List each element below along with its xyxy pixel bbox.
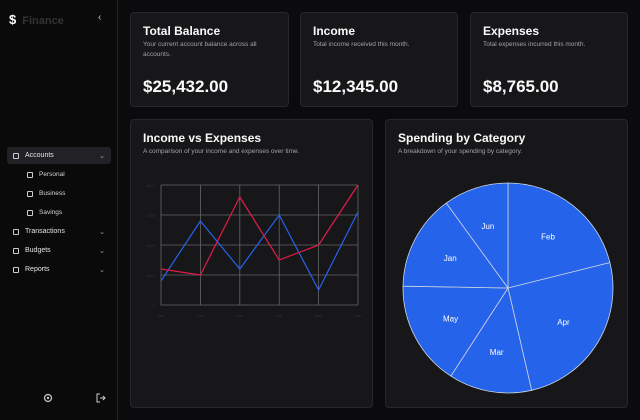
pie-slice bbox=[507, 262, 614, 391]
nav-sublabel: Business bbox=[39, 190, 66, 197]
pie-slice bbox=[450, 286, 533, 394]
pie-slice bbox=[402, 202, 509, 289]
stat-card: Total Balance Your current account balanc… bbox=[130, 12, 289, 107]
x-tick-label: Apr bbox=[276, 313, 283, 318]
chart-card: Spending by Category A breakdown of your … bbox=[385, 119, 628, 408]
pie-label: Jun bbox=[481, 222, 494, 231]
card-description: Your current account balance across all … bbox=[143, 41, 257, 58]
y-tick-label: 2000 bbox=[146, 243, 156, 248]
y-tick-label: 1000 bbox=[146, 273, 156, 278]
nav-item[interactable]: Transactions ⌄ bbox=[7, 223, 111, 240]
nav-sublabel: Personal bbox=[39, 171, 65, 178]
nav-icon bbox=[27, 190, 33, 197]
stat-card: Income Total income received this month. $… bbox=[300, 12, 458, 107]
nav-label: Accounts bbox=[25, 152, 54, 159]
nav-sublabel: Savings bbox=[39, 209, 63, 216]
nav-icon bbox=[13, 247, 19, 254]
settings-icon[interactable] bbox=[43, 393, 53, 403]
nav-item[interactable]: Accounts ⌄ bbox=[7, 147, 111, 164]
pie-label: May bbox=[443, 315, 458, 324]
nav: Accounts ⌄ Personal Business Savings Transact… bbox=[7, 147, 111, 280]
line-series bbox=[160, 184, 359, 276]
chart-title: Spending by Category bbox=[398, 131, 526, 145]
chevron: ⌄ bbox=[99, 228, 105, 236]
pie-slice bbox=[402, 285, 509, 377]
chevron: ⌄ bbox=[99, 247, 105, 255]
nav-item[interactable]: Budgets ⌄ bbox=[7, 242, 111, 259]
nav-subitem[interactable]: Personal bbox=[7, 166, 111, 183]
pie-slice bbox=[445, 182, 509, 290]
x-tick-label: Mar bbox=[236, 313, 244, 318]
stat-card: Expenses Total expenses incurred this mon… bbox=[470, 12, 628, 107]
nav-icon bbox=[27, 209, 33, 216]
chevron: ⌄ bbox=[99, 152, 105, 160]
x-tick-label: May bbox=[315, 313, 323, 318]
card-description: Total expenses incurred this month. bbox=[483, 41, 586, 48]
pie-label: Apr bbox=[557, 318, 570, 327]
pie-label: Mar bbox=[490, 348, 504, 357]
card-title: Total Balance bbox=[143, 24, 221, 38]
nav-subitem[interactable]: Savings bbox=[7, 204, 111, 221]
chart-title: Income vs Expenses bbox=[143, 131, 262, 145]
pie-label: Feb bbox=[541, 233, 555, 242]
card-title: Expenses bbox=[483, 24, 540, 38]
logout-icon[interactable] bbox=[96, 393, 106, 403]
card-value: $8,765.00 bbox=[483, 77, 559, 96]
nav-label: Reports bbox=[25, 266, 50, 273]
pie-label: Jan bbox=[444, 254, 457, 263]
nav-icon bbox=[13, 266, 19, 273]
nav-item[interactable]: Reports ⌄ bbox=[7, 261, 111, 278]
nav-icon bbox=[13, 228, 19, 235]
y-tick-label: 3000 bbox=[146, 213, 156, 218]
x-tick-label: Jan bbox=[158, 313, 164, 318]
nav-icon bbox=[13, 152, 19, 159]
chart-subtitle: A breakdown of your spending by category… bbox=[398, 148, 523, 155]
line-series bbox=[160, 211, 359, 292]
card-title: Income bbox=[313, 24, 356, 38]
nav-icon bbox=[27, 171, 33, 178]
chevron: ⌄ bbox=[99, 266, 105, 274]
nav-subitem[interactable]: Business bbox=[7, 185, 111, 202]
y-tick-label: 0 bbox=[153, 303, 156, 308]
sidebar: $ Finance ‹ Accounts ⌄ Personal Business Savi… bbox=[0, 0, 118, 420]
brand-name: Finance bbox=[22, 15, 64, 27]
chart-card: Income vs Expenses A comparison of your i… bbox=[130, 119, 373, 408]
card-description: Total income received this month. bbox=[313, 41, 410, 48]
x-tick-label: Jun bbox=[355, 313, 361, 318]
collapse-button[interactable]: ‹ bbox=[98, 12, 102, 23]
y-tick-label: 4000 bbox=[146, 183, 156, 188]
chart: Feb Apr Mar May Jan Jun bbox=[402, 182, 614, 394]
chart-subtitle: A comparison of your income and expenses… bbox=[143, 148, 300, 155]
nav-label: Budgets bbox=[25, 247, 51, 254]
pie-slice bbox=[507, 182, 611, 289]
card-value: $12,345.00 bbox=[313, 77, 399, 96]
chart: 0 1000 2000 3000 4000 Jan Feb Mar Apr May Jun bbox=[146, 183, 361, 318]
x-tick-label: Feb bbox=[197, 313, 205, 318]
nav-label: Transactions bbox=[25, 228, 65, 235]
brand: $ Finance bbox=[9, 12, 64, 27]
card-value: $25,432.00 bbox=[143, 77, 229, 96]
